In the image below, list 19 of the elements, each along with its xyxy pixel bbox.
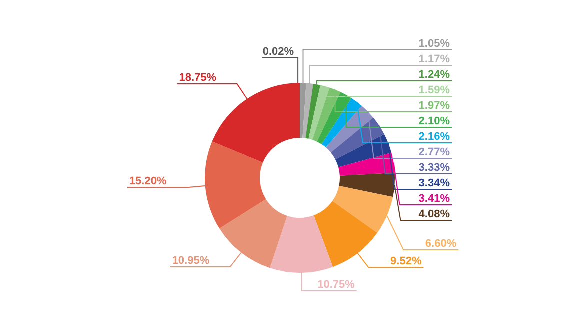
data-label: 1.24% [418, 69, 450, 81]
data-label: 0.02% [262, 46, 294, 58]
data-label: 2.77% [418, 146, 450, 158]
data-label: 1.97% [418, 100, 450, 112]
data-label: 3.41% [418, 193, 450, 205]
data-label: 1.59% [418, 84, 450, 96]
data-label: 18.75% [179, 72, 217, 84]
data-label: 2.10% [418, 116, 450, 128]
data-label: 3.33% [418, 162, 450, 174]
data-label: 10.95% [172, 254, 210, 267]
data-label: 1.05% [418, 38, 450, 50]
data-label: 6.60% [425, 238, 457, 250]
data-label: 15.20% [129, 176, 167, 188]
data-label: 1.17% [418, 54, 450, 66]
data-label: 2.16% [418, 131, 450, 143]
data-label: 10.75% [318, 278, 356, 291]
data-label: 9.52% [390, 256, 422, 268]
data-label: 4.08% [418, 208, 450, 220]
data-label: 3.34% [418, 178, 450, 190]
